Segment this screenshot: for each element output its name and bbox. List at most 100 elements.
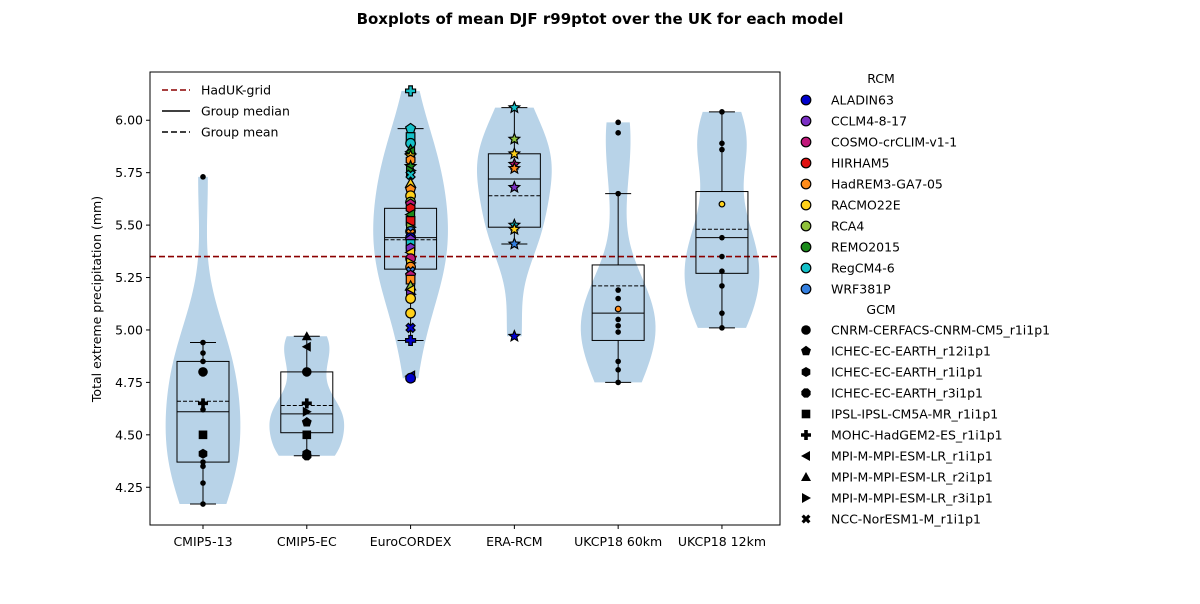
data-point: [615, 287, 621, 293]
data-point: [507, 222, 522, 236]
y-tick-label: 4.75: [115, 375, 143, 390]
gcm-legend-label: IPSL-IPSL-CM5A-MR_r1i1p1: [831, 407, 998, 422]
data-point: [507, 161, 522, 175]
data-point: [200, 463, 206, 470]
data-point: [404, 85, 417, 97]
rcm-legend-label: HIRHAM5: [831, 156, 889, 171]
data-point: [200, 339, 206, 346]
gcm-legend-marker: [801, 388, 811, 398]
rcm-legend-label: RegCM4-6: [831, 261, 895, 276]
gcm-legend-label: MOHC-HadGEM2-ES_r1i1p1: [831, 428, 1003, 443]
y-tick-label: 4.25: [115, 480, 143, 495]
gcm-legend-marker: [801, 367, 811, 377]
legend-entry-label: Group mean: [201, 125, 278, 140]
data-point: [615, 190, 621, 197]
gcm-legend-label: MPI-M-MPI-ESM-LR_r2i1p1: [831, 470, 993, 485]
data-point: [301, 341, 311, 352]
gcm-legend-label: ICHEC-EC-EARTH_r3i1p1: [831, 386, 983, 401]
plot-frame: [149, 71, 781, 526]
x-tick-label: CMIP5-EC: [277, 534, 337, 549]
rcm-legend-swatch: [800, 115, 812, 127]
data-point: [719, 109, 725, 115]
data-point: [718, 200, 726, 208]
data-point: [301, 398, 312, 409]
data-point: [719, 234, 725, 241]
data-point: [302, 451, 312, 461]
gcm-legend-marker: [801, 409, 811, 419]
data-point: [301, 417, 312, 427]
data-point: [507, 100, 522, 114]
y-tick-label: 6.00: [115, 113, 143, 128]
rcm-legend-swatch: [800, 262, 812, 274]
gcm-legend-marker: [801, 514, 811, 524]
gcm-legend-label: CNRM-CERFACS-CNRM-CM5_r1i1p1: [831, 323, 1050, 338]
data-point: [615, 358, 621, 365]
legend-entry-label: HadUK-grid: [201, 83, 271, 98]
rcm-legend-label: REMO2015: [831, 240, 900, 255]
data-point: [198, 430, 208, 440]
gcm-legend-marker: [801, 430, 811, 441]
data-point: [615, 329, 621, 335]
rcm-legend-swatch: [800, 136, 812, 148]
data-point: [198, 367, 208, 377]
data-point: [615, 316, 621, 323]
data-point: [719, 283, 725, 289]
data-point: [719, 140, 725, 147]
rcm-legend-swatch: [800, 283, 812, 295]
data-point: [615, 322, 621, 329]
data-point: [200, 350, 206, 356]
data-point: [198, 448, 208, 459]
gcm-legend-marker: [802, 493, 811, 503]
data-point: [405, 322, 416, 334]
data-point: [507, 180, 522, 194]
rcm-legend-label: ALADIN63: [831, 93, 894, 108]
data-point: [719, 253, 725, 260]
rcm-legend-swatch: [800, 220, 812, 232]
data-point: [200, 501, 206, 507]
gcm-legend-label: NCC-NorESM1-M_r1i1p1: [831, 512, 981, 527]
data-point: [719, 310, 725, 316]
data-point: [200, 459, 206, 465]
data-point: [719, 268, 725, 275]
box-iqr: [591, 264, 645, 341]
data-point: [615, 295, 621, 302]
rcm-legend-label: WRF381P: [831, 282, 891, 297]
data-point: [719, 146, 725, 153]
data-point: [405, 293, 416, 304]
data-point: [615, 130, 621, 136]
gcm-legend-label: MPI-M-MPI-ESM-LR_r3i1p1: [831, 491, 993, 506]
y-tick-label: 5.00: [115, 322, 143, 337]
gcm-legend-marker: [801, 325, 811, 335]
data-point: [615, 119, 621, 126]
x-tick-label: UKCP18 60km: [574, 534, 662, 549]
violin-shape: [269, 336, 345, 456]
data-point: [301, 331, 312, 341]
data-point: [507, 329, 522, 343]
data-point: [404, 334, 417, 347]
data-point: [615, 379, 621, 386]
gcm-legend-label: ICHEC-EC-EARTH_r1i1p1: [831, 365, 983, 380]
data-point: [200, 174, 206, 180]
x-tick-label: CMIP5-13: [173, 534, 232, 549]
data-point: [301, 367, 312, 377]
rcm-legend-label: RACMO22E: [831, 198, 901, 213]
gcm-legend-marker: [801, 472, 811, 481]
y-axis-label: Total extreme precipitation (mm): [89, 196, 104, 403]
y-tick-label: 5.50: [115, 218, 143, 233]
data-point: [200, 406, 206, 413]
data-point: [302, 430, 312, 440]
gcm-legend-marker: [801, 345, 811, 356]
chart-title: Boxplots of mean DJF r99ptot over the UK…: [357, 10, 844, 28]
data-point: [200, 480, 206, 486]
gcm-legend-label: ICHEC-EC-EARTH_r12i1p1: [831, 344, 991, 359]
data-point: [200, 358, 206, 365]
x-tick-label: ERA-RCM: [486, 534, 542, 549]
x-tick-label: UKCP18 12km: [678, 534, 766, 549]
y-tick-label: 5.75: [115, 165, 143, 180]
data-point: [507, 236, 522, 250]
x-tick-label: EuroCORDEX: [370, 534, 452, 549]
data-point: [615, 367, 621, 373]
y-tick-label: 4.50: [115, 427, 143, 442]
